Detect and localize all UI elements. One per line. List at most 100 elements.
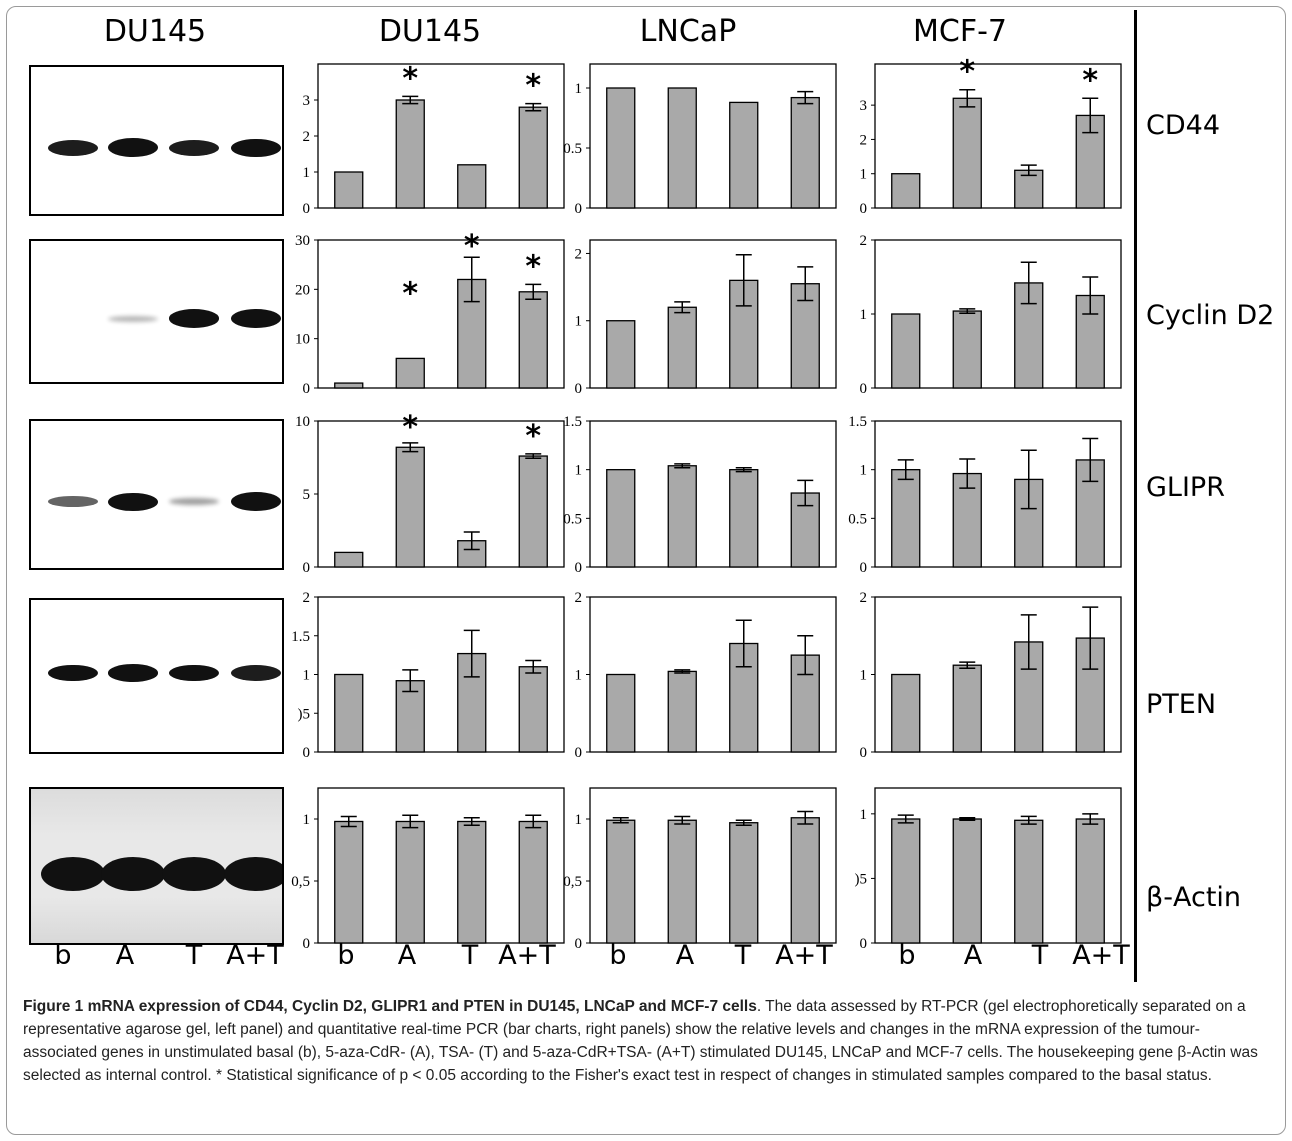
gene-label-glipr: GLIPR (1146, 472, 1225, 503)
y-tick-label: 2 (860, 590, 868, 606)
bar-chart-du145-actin: 00,51 (291, 787, 565, 952)
bar (518, 455, 548, 568)
bar (395, 820, 425, 944)
gene-label-bactin: β-Actin (1146, 882, 1242, 913)
y-tick-label: 1 (575, 668, 583, 684)
bar (952, 97, 982, 209)
bar (1075, 818, 1105, 944)
lane-label: T (185, 940, 203, 971)
bar (334, 551, 364, 568)
plot-area (874, 63, 1122, 209)
bar (667, 465, 697, 568)
gene-label-pten: PTEN (1146, 689, 1217, 720)
bar (729, 822, 759, 944)
bar (518, 291, 548, 389)
gel-glipr (29, 419, 284, 570)
bar (457, 164, 487, 209)
column-title-gel: DU145 (103, 14, 207, 49)
y-tick-label: 1 (575, 463, 583, 479)
bar (667, 306, 697, 389)
gel-band (108, 138, 158, 158)
y-tick-label: )5 (855, 871, 868, 887)
y-tick-label: 0 (303, 201, 311, 217)
bar (952, 664, 982, 753)
gel-cd44 (29, 65, 284, 216)
bar-chart-lncap-pten: 0 1 2 (575, 590, 837, 761)
bar-chart-du145-pten: 0)5 1 1.5 2 (291, 590, 565, 761)
gel-band (162, 856, 226, 891)
y-tick-label: 0,5 (291, 874, 310, 890)
bar (395, 446, 425, 568)
bar (790, 817, 820, 944)
bar-chart-du145-cd44: 0 1 2 3 * * (303, 61, 565, 217)
bar (667, 819, 697, 944)
bar (606, 819, 636, 944)
significance-star: * (525, 69, 541, 104)
bar-chart-mcf-7-cyclind2: 0 1 2 (860, 233, 1122, 397)
gel-band (48, 139, 98, 156)
lane-label: b (54, 940, 72, 971)
gene-label-cd44: CD44 (1146, 110, 1220, 141)
bar (606, 469, 636, 568)
gel-band (169, 309, 219, 328)
bar (891, 173, 921, 209)
y-tick-label: 0 (860, 745, 868, 761)
significance-star: * (525, 419, 541, 454)
significance-star: * (1082, 63, 1098, 98)
lane-label: A+T (1072, 940, 1130, 971)
significance-star: * (402, 410, 418, 445)
gel-band (231, 492, 281, 512)
y-tick-label: 5 (303, 487, 311, 503)
gel-band (108, 664, 158, 682)
plot-area (874, 787, 1122, 944)
bar (334, 382, 364, 389)
y-tick-label: 0 (860, 381, 868, 397)
bar (518, 106, 548, 209)
y-tick-label: 0 (303, 381, 311, 397)
gel-band (48, 664, 98, 682)
bar (334, 820, 364, 944)
plot-area (317, 787, 565, 944)
plot-area (317, 239, 565, 389)
y-tick-label: 3 (303, 93, 311, 109)
lane-label: T (734, 940, 752, 971)
bar (518, 666, 548, 753)
bar (518, 820, 548, 944)
y-tick-label: 1.5 (291, 629, 310, 645)
bar-chart-lncap-cd44: 00.51 (563, 63, 837, 217)
gel-band (231, 664, 281, 681)
separator-line (1134, 10, 1137, 982)
column-title-mcf7: MCF-7 (913, 14, 1007, 49)
y-tick-label: 0.5 (563, 141, 582, 157)
caption-body: . The data assessed by RT-PCR (gel elect… (23, 998, 1258, 1084)
bar (891, 673, 921, 753)
plot-area (589, 420, 837, 568)
lane-label: A (675, 940, 695, 971)
bar-chart-mcf-7-glipr: 0 0.5 1 1.5 (848, 414, 1122, 576)
bar (334, 673, 364, 753)
y-tick-label: 10 (295, 414, 310, 430)
gel-band (41, 856, 105, 891)
gene-label-cyclind2: Cyclin D2 (1146, 300, 1275, 331)
y-tick-label: 0 (575, 381, 583, 397)
y-tick-label: 0.5 (563, 511, 582, 527)
bar-chart-lncap-glipr: 0 0.5 1 1.5 (563, 414, 837, 576)
plot-area (874, 420, 1122, 568)
y-tick-label: 10 (295, 332, 310, 348)
bar (606, 87, 636, 209)
y-tick-label: 2 (860, 132, 868, 148)
lane-label: A+T (498, 940, 556, 971)
gel-band (48, 496, 98, 508)
bar (606, 673, 636, 753)
figure-caption: Figure 1 mRNA expression of CD44, Cyclin… (23, 995, 1273, 1087)
bar-chart-lncap-cyclind2: 0 1 2 (575, 239, 837, 397)
bar (891, 313, 921, 389)
y-tick-label: 2 (575, 246, 583, 262)
gel-band (101, 856, 165, 891)
y-tick-label: 0.5 (848, 511, 867, 527)
column-title-du145: DU145 (378, 14, 482, 49)
y-tick-label: 1 (860, 307, 868, 323)
significance-star: * (525, 249, 541, 284)
y-tick-label: 0 (860, 201, 868, 217)
y-tick-label: 1 (303, 668, 311, 684)
